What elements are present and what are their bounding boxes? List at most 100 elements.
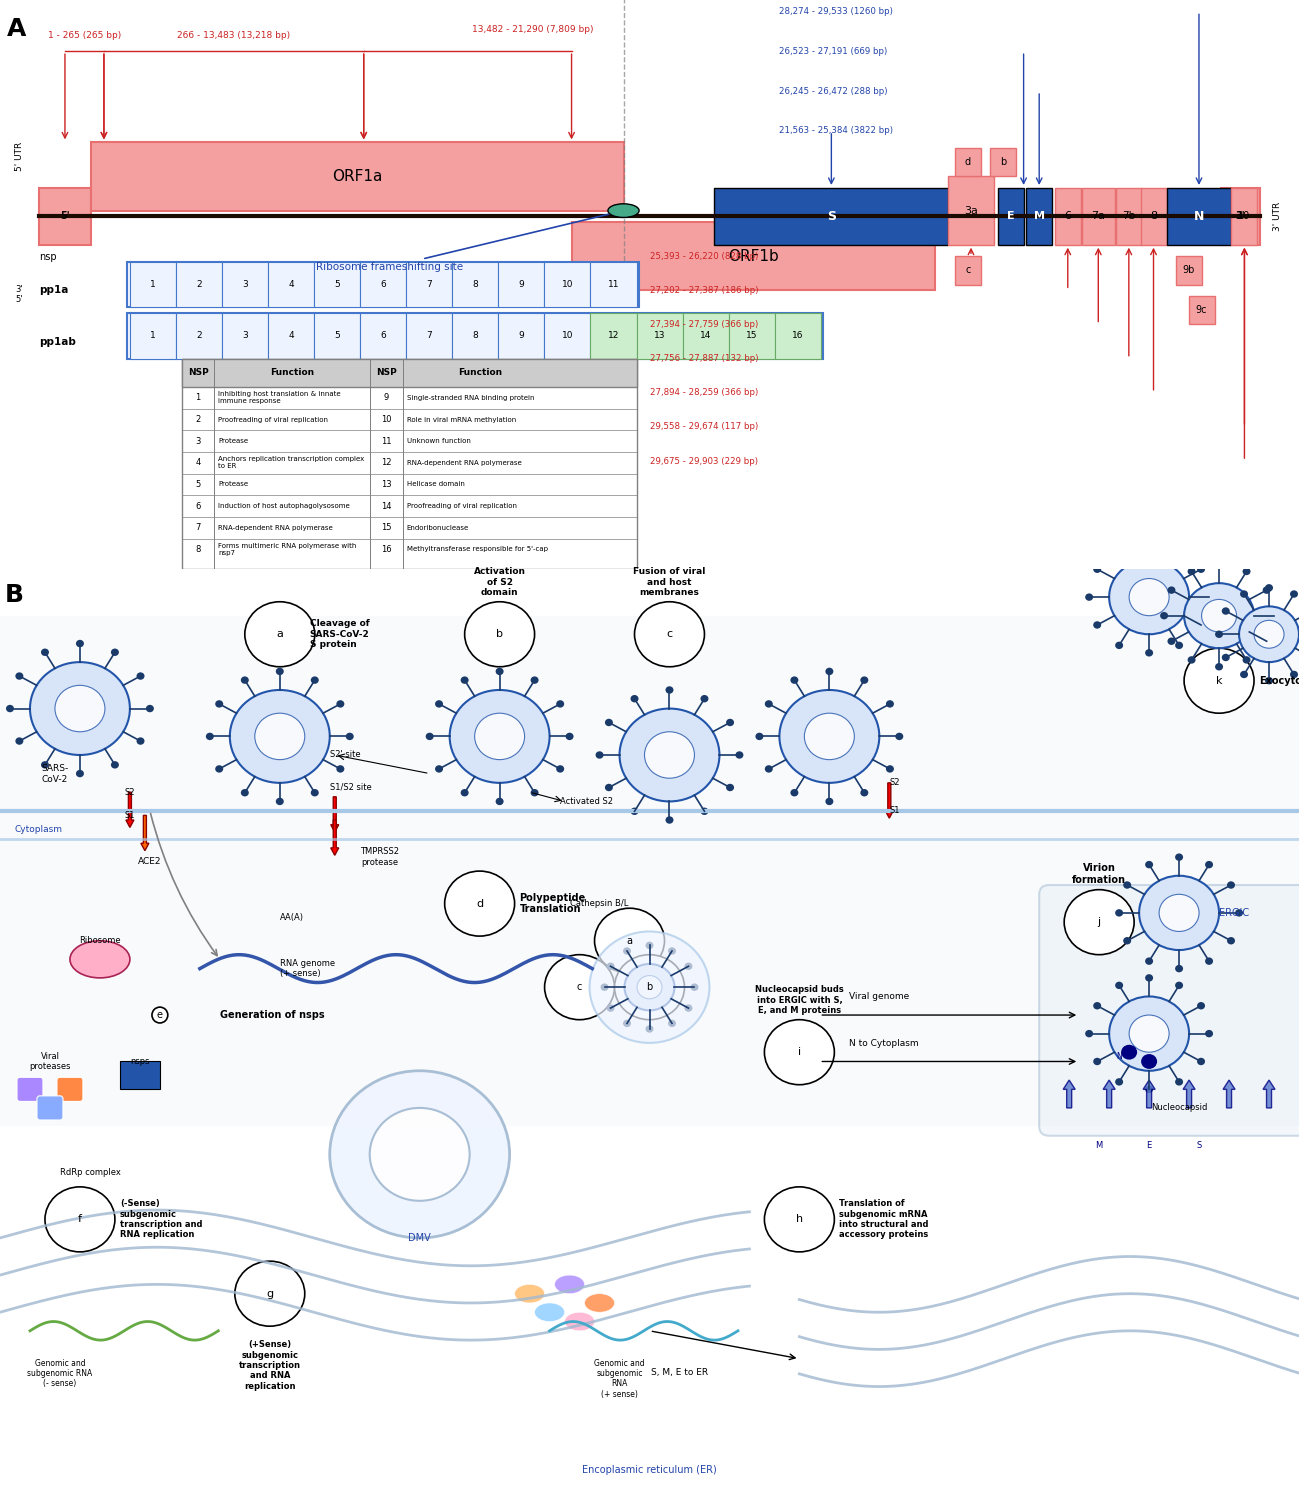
Circle shape (530, 789, 539, 797)
FancyBboxPatch shape (407, 313, 452, 358)
Text: e: e (157, 1010, 162, 1020)
Circle shape (1263, 638, 1270, 646)
Text: 1: 1 (195, 394, 201, 403)
Circle shape (145, 706, 153, 712)
Circle shape (235, 1261, 305, 1326)
Ellipse shape (585, 1294, 614, 1312)
Text: c: c (965, 265, 970, 276)
Text: b: b (1000, 157, 1005, 168)
Circle shape (605, 783, 613, 791)
FancyBboxPatch shape (1176, 256, 1202, 285)
FancyBboxPatch shape (1055, 187, 1081, 244)
Text: S, M, E to ER: S, M, E to ER (651, 1368, 708, 1377)
Text: d: d (965, 157, 970, 168)
Text: 10: 10 (561, 331, 573, 340)
Text: Endoribonuclease: Endoribonuclease (407, 524, 469, 530)
FancyBboxPatch shape (0, 616, 1299, 1126)
Text: 2: 2 (195, 415, 201, 424)
Circle shape (765, 765, 773, 773)
Text: Ribosome frameshifting site: Ribosome frameshifting site (316, 211, 621, 271)
Text: 3' UTR: 3' UTR (1273, 202, 1282, 231)
Circle shape (1222, 607, 1230, 614)
Text: pp1a: pp1a (39, 285, 69, 295)
Text: Encoplasmic reticulum (ER): Encoplasmic reticulum (ER) (582, 1465, 717, 1476)
Circle shape (1185, 583, 1254, 649)
Text: 9b: 9b (1182, 265, 1195, 276)
Text: 11: 11 (381, 436, 392, 446)
Circle shape (1146, 861, 1154, 869)
Circle shape (544, 954, 614, 1020)
Text: M: M (1095, 1140, 1103, 1149)
Circle shape (1176, 981, 1183, 989)
Circle shape (1146, 649, 1154, 656)
FancyArrow shape (1263, 1080, 1276, 1109)
Text: c: c (577, 983, 582, 992)
Circle shape (624, 947, 631, 954)
Text: DMV: DMV (408, 1233, 431, 1243)
Text: (+Sense)
subgenomic
transcription
and RNA
replication: (+Sense) subgenomic transcription and RN… (239, 1341, 301, 1390)
Text: Activation
of S2
domain: Activation of S2 domain (474, 568, 526, 598)
Circle shape (136, 673, 144, 680)
Circle shape (700, 695, 708, 703)
Circle shape (255, 713, 305, 759)
FancyBboxPatch shape (452, 313, 499, 358)
FancyBboxPatch shape (452, 262, 499, 307)
Text: N to Cytoplasm: N to Cytoplasm (850, 1038, 918, 1047)
Text: g: g (266, 1288, 273, 1299)
Circle shape (1198, 1002, 1205, 1010)
Text: Protease: Protease (218, 437, 248, 445)
Text: c: c (666, 629, 673, 640)
FancyArrow shape (331, 797, 339, 831)
Circle shape (1115, 981, 1124, 989)
Circle shape (595, 908, 665, 974)
FancyBboxPatch shape (1167, 187, 1231, 244)
Text: 6: 6 (1064, 211, 1072, 222)
FancyBboxPatch shape (175, 262, 222, 307)
FancyBboxPatch shape (182, 358, 637, 569)
FancyBboxPatch shape (544, 262, 591, 307)
Text: 2: 2 (196, 280, 201, 289)
Circle shape (1124, 881, 1131, 888)
Circle shape (1290, 671, 1298, 679)
Text: 3: 3 (195, 436, 201, 446)
Ellipse shape (535, 1303, 565, 1321)
Ellipse shape (514, 1284, 544, 1303)
Text: RNA-dependent RNA polymerase: RNA-dependent RNA polymerase (407, 460, 521, 466)
Text: 4: 4 (288, 331, 294, 340)
Circle shape (1241, 590, 1248, 598)
Circle shape (1198, 622, 1205, 629)
Circle shape (1198, 566, 1205, 572)
Text: Virion
formation: Virion formation (1072, 863, 1126, 885)
Circle shape (1176, 854, 1183, 861)
Circle shape (310, 677, 318, 683)
Circle shape (1121, 1044, 1137, 1059)
Text: Inhibiting host translation & innate
immune response: Inhibiting host translation & innate imm… (218, 391, 340, 404)
Circle shape (825, 798, 834, 804)
Text: Role in viral mRNA methylation: Role in viral mRNA methylation (407, 416, 516, 422)
FancyBboxPatch shape (91, 142, 624, 211)
Circle shape (1176, 641, 1183, 649)
Circle shape (556, 765, 564, 773)
Circle shape (764, 1020, 834, 1085)
Text: 12: 12 (608, 331, 620, 340)
Circle shape (1205, 957, 1213, 965)
Circle shape (1064, 890, 1134, 954)
Text: 7: 7 (195, 523, 201, 532)
Text: b: b (647, 983, 652, 992)
Text: 1 - 265 (265 bp): 1 - 265 (265 bp) (48, 31, 121, 40)
Circle shape (860, 789, 868, 797)
Text: B: B (5, 583, 23, 607)
Circle shape (1146, 1086, 1154, 1094)
Circle shape (465, 602, 535, 667)
FancyBboxPatch shape (998, 187, 1024, 244)
Circle shape (1146, 974, 1154, 981)
Circle shape (790, 789, 799, 797)
Circle shape (1187, 568, 1195, 575)
Circle shape (1115, 545, 1124, 553)
Circle shape (1235, 909, 1243, 917)
Text: 7: 7 (426, 280, 433, 289)
Text: pp1ab: pp1ab (39, 337, 75, 346)
Text: Forms multimeric RNA polymerase with
nsp7: Forms multimeric RNA polymerase with nsp… (218, 542, 357, 556)
FancyBboxPatch shape (57, 1077, 83, 1101)
Circle shape (435, 700, 443, 707)
